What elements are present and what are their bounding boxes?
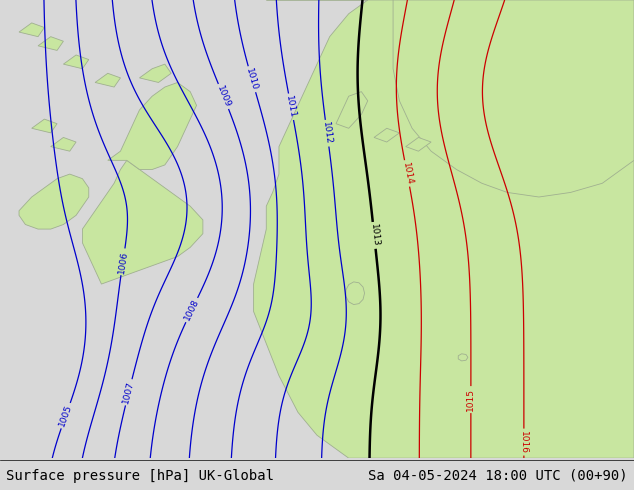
Polygon shape (82, 160, 203, 284)
Text: Surface pressure [hPa] UK-Global: Surface pressure [hPa] UK-Global (6, 468, 275, 483)
Polygon shape (374, 128, 399, 142)
Polygon shape (346, 282, 365, 305)
Text: 1011: 1011 (285, 95, 297, 119)
Polygon shape (51, 138, 76, 151)
Text: 1005: 1005 (58, 403, 74, 428)
Polygon shape (19, 174, 89, 229)
Polygon shape (406, 138, 431, 151)
Polygon shape (108, 82, 197, 170)
Text: 1007: 1007 (122, 380, 136, 405)
Text: 1013: 1013 (368, 223, 380, 247)
Text: 1006: 1006 (117, 250, 129, 274)
Polygon shape (19, 23, 44, 37)
Text: Sa 04-05-2024 18:00 UTC (00+90): Sa 04-05-2024 18:00 UTC (00+90) (368, 468, 628, 483)
Polygon shape (458, 354, 468, 361)
Text: 1009: 1009 (215, 84, 232, 109)
Text: 1014: 1014 (401, 161, 413, 185)
Polygon shape (336, 92, 368, 128)
Text: 1012: 1012 (321, 121, 333, 145)
Polygon shape (63, 55, 89, 69)
Polygon shape (95, 74, 120, 87)
Text: 1010: 1010 (244, 67, 259, 92)
Text: 1015: 1015 (467, 388, 476, 411)
Text: 1016: 1016 (519, 431, 528, 454)
Polygon shape (254, 0, 634, 458)
Polygon shape (139, 64, 171, 82)
Polygon shape (393, 0, 634, 197)
Polygon shape (32, 119, 57, 133)
Polygon shape (38, 37, 63, 50)
Text: 1008: 1008 (183, 298, 201, 322)
